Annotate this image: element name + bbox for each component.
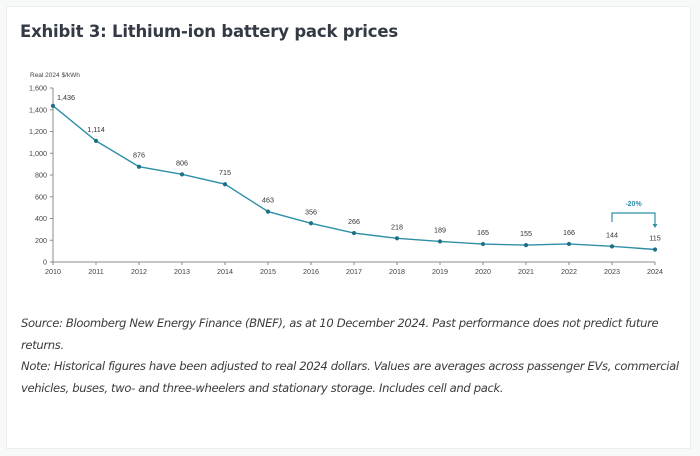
x-tick-label: 2021 [518, 267, 534, 276]
y-tick-label: 200 [35, 236, 47, 245]
data-point [480, 241, 486, 247]
data-label: 1,436 [57, 93, 75, 102]
data-point [50, 103, 56, 108]
data-label: 144 [606, 230, 618, 239]
y-tick-label: 1,200 [29, 127, 47, 136]
source-note: Source: Bloomberg New Energy Finance (BN… [21, 316, 659, 352]
x-tick-label: 2024 [647, 267, 663, 276]
data-point [93, 138, 99, 143]
x-tick-label: 2019 [432, 267, 448, 276]
x-tick-label: 2016 [303, 267, 319, 276]
annotation-bracket [611, 212, 656, 225]
data-label: 876 [133, 151, 145, 160]
data-point [136, 164, 142, 169]
data-point [179, 172, 185, 177]
x-tick-label: 2015 [260, 267, 276, 276]
x-tick-label: 2023 [604, 267, 620, 276]
y-axis-label: Real 2024 $/kWh [30, 72, 80, 79]
x-tick-label: 2010 [45, 267, 61, 276]
x-tick-label: 2020 [475, 267, 491, 276]
data-label: 356 [305, 207, 317, 216]
data-point [351, 230, 357, 236]
data-point [566, 241, 572, 247]
x-tick-label: 2018 [389, 267, 405, 276]
data-point [652, 247, 658, 252]
data-point [265, 209, 271, 214]
data-label: 155 [520, 229, 532, 238]
data-label: 266 [348, 217, 360, 226]
x-tick-label: 2011 [88, 267, 103, 276]
data-label: 115 [649, 233, 660, 242]
y-tick-label: 600 [35, 192, 47, 201]
x-tick-label: 2012 [131, 267, 147, 276]
y-tick-label: 400 [35, 214, 47, 223]
data-label: 165 [477, 228, 489, 237]
data-label: 806 [176, 158, 188, 167]
data-labels: 1,436 1,114 876 806 715 463 356 266 218 189 165 155… [57, 93, 661, 243]
methodology-note: Note: Historical figures have been adjus… [21, 359, 679, 395]
line-chart: Real 2024 $/kWh 0 200 400 600 800 1,000 1,200 1… [29, 72, 663, 276]
y-tick-label: 0 [43, 258, 47, 267]
x-ticks: 2010 2011 2012 2013 2014 2015 2016 2017 2018 2019… [45, 262, 663, 276]
data-point [523, 243, 529, 248]
y-tick-label: 800 [35, 171, 47, 180]
data-label: 715 [219, 168, 231, 177]
x-tick-label: 2022 [561, 267, 577, 276]
data-label: 189 [434, 225, 446, 234]
y-tick-label: 1,000 [29, 149, 47, 158]
data-point [394, 236, 400, 241]
x-tick-label: 2013 [174, 267, 190, 276]
data-point [222, 182, 228, 187]
x-tick-label: 2017 [346, 267, 362, 276]
data-label: 463 [262, 196, 274, 205]
y-ticks: 0 200 400 600 800 1,000 1,200 1,400 1,600 [29, 84, 53, 267]
data-point [437, 239, 443, 244]
data-point [609, 244, 615, 249]
data-label: 1,114 [87, 125, 104, 134]
data-label: 218 [391, 222, 403, 231]
exhibit-title: Exhibit 3: Lithium-ion battery pack pric… [20, 22, 398, 41]
y-tick-label: 1,600 [29, 84, 47, 93]
x-tick-label: 2014 [217, 267, 233, 276]
annotation-change: -20% [611, 201, 658, 228]
data-label: 166 [563, 228, 575, 237]
data-point [308, 221, 314, 226]
exhibit-card [6, 6, 691, 449]
annotation-label: -20% [625, 201, 642, 208]
arrow-down-icon [652, 224, 658, 228]
chart-notes: Source: Bloomberg New Energy Finance (BN… [21, 313, 691, 399]
series-battery-pack-price [50, 103, 658, 252]
y-tick-label: 1,400 [29, 105, 47, 114]
